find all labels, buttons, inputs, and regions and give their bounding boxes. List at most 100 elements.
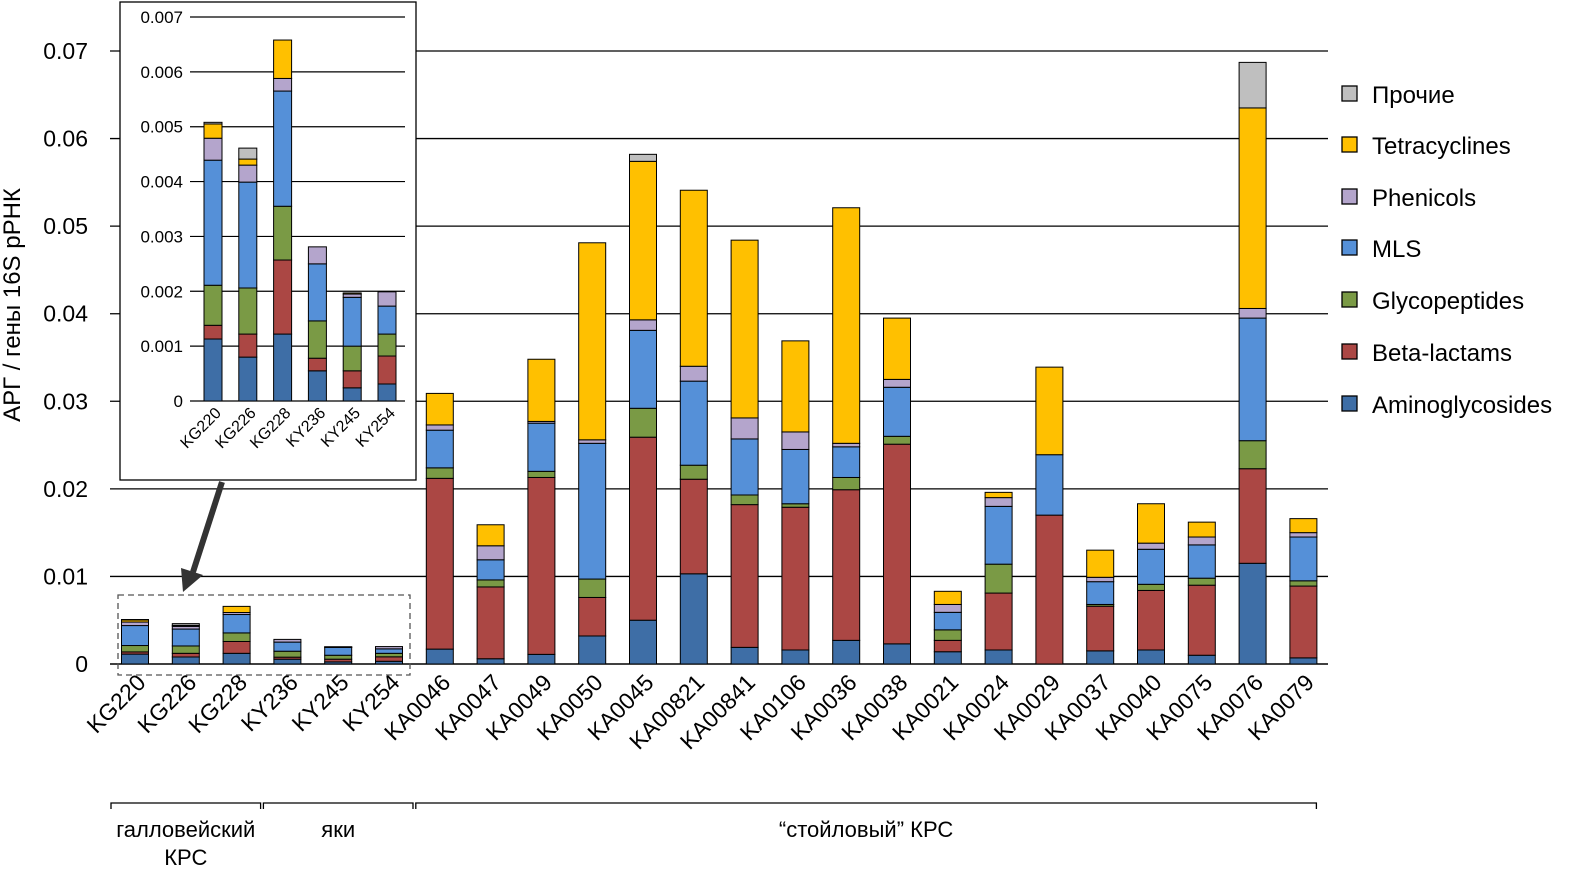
bar-segment-mls bbox=[1187, 544, 1216, 579]
group-bracket bbox=[415, 802, 1318, 809]
inset-bar-segment-beta-lactams bbox=[238, 333, 258, 358]
legend-swatch bbox=[1341, 136, 1358, 153]
bar-segment-beta-lactams bbox=[730, 504, 759, 648]
bar-segment-mls bbox=[121, 625, 149, 647]
bar-segment-tetracyclines bbox=[1035, 366, 1064, 456]
bar-segment-glycopeptides bbox=[578, 578, 607, 598]
inset-bar-segment-phenicols bbox=[377, 291, 397, 307]
bar-segment-phenicols bbox=[781, 431, 810, 450]
bar-segment-aminoglycosides bbox=[476, 658, 505, 665]
inset-bar-segment-tetracyclines bbox=[203, 123, 223, 139]
x-tick-label: KG228 bbox=[183, 669, 252, 738]
bar-segment-mls bbox=[273, 641, 302, 652]
y-tick-label: 0.01 bbox=[43, 563, 88, 589]
y-tick-label: 0.02 bbox=[43, 476, 88, 502]
legend-label: Tetracyclines bbox=[1372, 133, 1511, 160]
bar-segment-beta-lactams bbox=[578, 596, 607, 637]
legend-swatch bbox=[1341, 239, 1358, 256]
bar-segment-прочие bbox=[1238, 61, 1267, 109]
bar-segment-aminoglycosides bbox=[1289, 657, 1318, 665]
bar-segment-glycopeptides bbox=[375, 652, 403, 658]
bar-segment-aminoglycosides bbox=[781, 649, 810, 665]
inset-y-tick-label: 0.005 bbox=[140, 118, 183, 137]
inset-bar-segment-aminoglycosides bbox=[238, 356, 258, 402]
inset-y-tick-label: 0.007 bbox=[140, 8, 183, 27]
bar-segment-beta-lactams bbox=[629, 436, 657, 621]
inset-bar-segment-mls bbox=[307, 263, 327, 322]
bar-segment-tetracyclines bbox=[883, 317, 911, 380]
inset-bar-segment-beta-lactams bbox=[342, 370, 362, 389]
inset-bar-segment-mls bbox=[273, 90, 293, 207]
inset-bar-segment-glycopeptides bbox=[238, 287, 258, 335]
inset-bar-segment-phenicols bbox=[273, 77, 293, 92]
x-tick-label: KY236 bbox=[236, 669, 303, 736]
inset-bar-segment-beta-lactams bbox=[273, 259, 293, 335]
bar-segment-beta-lactams bbox=[1035, 514, 1064, 665]
bar-segment-mls bbox=[933, 611, 962, 631]
legend-label: Aminoglycosides bbox=[1372, 392, 1552, 419]
bar-segment-beta-lactams bbox=[832, 489, 861, 641]
legend-swatch bbox=[1341, 343, 1358, 360]
legend-swatch bbox=[1341, 395, 1358, 412]
bar-segment-tetracyclines bbox=[984, 491, 1013, 499]
bar-segment-mls bbox=[324, 646, 353, 656]
bar-segment-beta-lactams bbox=[933, 639, 962, 653]
bar-segment-aminoglycosides bbox=[273, 658, 302, 665]
bar-segment-tetracyclines bbox=[222, 605, 251, 614]
bar-segment-beta-lactams bbox=[1187, 584, 1216, 656]
legend-label: Прочие bbox=[1372, 82, 1455, 109]
bar-segment-mls bbox=[832, 446, 861, 478]
bar-segment-glycopeptides bbox=[933, 629, 962, 641]
inset-bar-segment-glycopeptides bbox=[342, 345, 362, 372]
bar-segment-aminoglycosides bbox=[984, 649, 1013, 665]
group-label: яки bbox=[321, 817, 355, 842]
inset-bar-segment-glycopeptides bbox=[377, 333, 397, 357]
inset-bar-segment-aminoglycosides bbox=[203, 338, 223, 402]
bar-segment-glycopeptides bbox=[1289, 580, 1318, 587]
bar-segment-mls bbox=[375, 648, 403, 654]
inset-bar-segment-glycopeptides bbox=[307, 320, 327, 359]
bar-segment-tetracyclines bbox=[1238, 107, 1267, 309]
bar-segment-beta-lactams bbox=[527, 476, 556, 655]
bar-segment-glycopeptides bbox=[1187, 577, 1216, 586]
bar-segment-aminoglycosides bbox=[171, 656, 200, 665]
bar-segment-aminoglycosides bbox=[629, 619, 657, 665]
bar-segment-tetracyclines bbox=[629, 160, 657, 321]
bar-segment-glycopeptides bbox=[324, 654, 353, 660]
bar-segment-mls bbox=[476, 559, 505, 581]
bar-segment-tetracyclines bbox=[476, 524, 505, 547]
inset-bar-segment-phenicols bbox=[307, 246, 327, 265]
y-axis-label: АРГ / гены 16S рРНК bbox=[0, 188, 26, 422]
bar-segment-tetracyclines bbox=[832, 207, 861, 444]
bar-segment-mls bbox=[984, 505, 1013, 565]
bar-segment-tetracyclines bbox=[781, 340, 810, 433]
bar-segment-aminoglycosides bbox=[832, 639, 861, 665]
group-bracket bbox=[262, 802, 414, 809]
bar-segment-mls bbox=[527, 422, 556, 472]
bar-segment-beta-lactams bbox=[781, 506, 810, 651]
inset-bar-segment-mls bbox=[377, 305, 397, 335]
bar-segment-mls bbox=[1035, 454, 1064, 516]
bar-segment-aminoglycosides bbox=[1238, 562, 1267, 665]
inset-bar-segment-beta-lactams bbox=[307, 357, 327, 372]
group-label: галловейский bbox=[116, 817, 255, 842]
y-tick-label: 0 bbox=[75, 651, 88, 677]
bar-segment-beta-lactams bbox=[679, 478, 708, 575]
bar-segment-прочие bbox=[171, 623, 200, 626]
legend-label: Glycopeptides bbox=[1372, 288, 1524, 315]
bar-segment-aminoglycosides bbox=[425, 648, 454, 665]
legend-swatch bbox=[1341, 85, 1358, 102]
bar-segment-beta-lactams bbox=[1086, 605, 1115, 652]
bar-segment-glycopeptides bbox=[730, 494, 759, 506]
bar-segment-aminoglycosides bbox=[679, 573, 708, 665]
legend-swatch bbox=[1341, 188, 1358, 205]
group-label: “стойловый” КРС bbox=[779, 817, 953, 842]
bar-segment-phenicols bbox=[476, 545, 505, 561]
bar-segment-beta-lactams bbox=[476, 586, 505, 660]
bar-segment-glycopeptides bbox=[1137, 583, 1165, 591]
inset-bar-segment-tetracyclines bbox=[273, 39, 293, 79]
inset-y-tick-label: 0.003 bbox=[140, 227, 183, 246]
inset-frame bbox=[119, 1, 417, 481]
bar-segment-glycopeptides bbox=[629, 407, 657, 438]
legend-label: Phenicols bbox=[1372, 185, 1476, 212]
